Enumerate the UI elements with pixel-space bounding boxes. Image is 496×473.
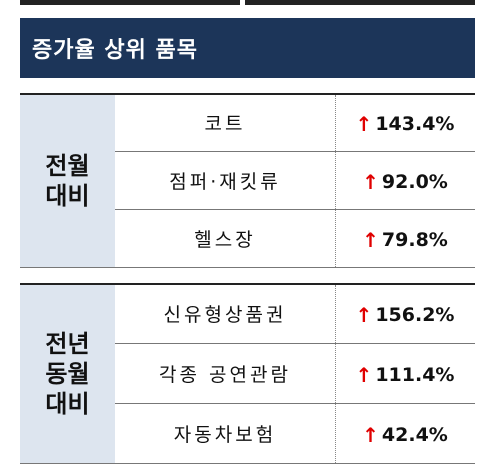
group-label: 전월 대비 xyxy=(20,95,115,267)
rate-text: 156.2% xyxy=(375,304,455,326)
up-arrow: ↑ xyxy=(362,170,379,194)
item-name: 자동차보험 xyxy=(173,423,277,446)
row-rule xyxy=(115,403,475,404)
group-rule xyxy=(20,283,475,285)
growth-rate: ↑ 79.8% xyxy=(335,211,475,269)
up-arrow: ↑ xyxy=(355,363,373,387)
top-rule xyxy=(20,0,240,5)
item-name: 헬스장 xyxy=(194,228,256,251)
growth-rate: ↑ 143.4% xyxy=(335,95,475,153)
group-bottom-rule xyxy=(20,463,475,464)
label-line: 동월 xyxy=(45,360,90,388)
item-name: 점퍼·재킷류 xyxy=(169,170,281,193)
row-rule xyxy=(115,151,475,152)
label-line: 전월 xyxy=(45,152,90,180)
growth-rate: ↑ 156.2% xyxy=(335,285,475,345)
up-arrow: ↑ xyxy=(355,112,373,136)
item-name: 각종 공연관람 xyxy=(159,363,291,386)
growth-rate: ↑ 42.4% xyxy=(335,405,475,465)
rate-text: 42.4% xyxy=(381,424,448,446)
growth-rate: ↑ 92.0% xyxy=(335,153,475,211)
up-arrow: ↑ xyxy=(362,423,379,447)
rate-text: 79.8% xyxy=(381,229,448,251)
column-divider xyxy=(335,285,336,463)
group-label: 전년 동월 대비 xyxy=(20,285,115,463)
group-bottom-rule xyxy=(20,267,475,268)
label-line: 대비 xyxy=(45,390,90,418)
rate-text: 92.0% xyxy=(381,171,448,193)
up-arrow: ↑ xyxy=(355,303,373,327)
rate-text: 111.4% xyxy=(375,364,455,386)
row-rule xyxy=(115,209,475,210)
rate-text: 143.4% xyxy=(375,113,455,135)
item-name: 신유형상품권 xyxy=(163,303,287,326)
row-rule xyxy=(115,343,475,344)
top-rule xyxy=(245,0,475,5)
up-arrow: ↑ xyxy=(362,228,379,252)
section-title: 증가율 상위 품목 xyxy=(20,18,475,78)
item-name: 코트 xyxy=(204,112,246,135)
label-line: 전년 xyxy=(45,330,90,358)
column-divider xyxy=(335,95,336,267)
label-line: 대비 xyxy=(45,182,90,210)
group-rule xyxy=(20,93,475,95)
growth-rate: ↑ 111.4% xyxy=(335,345,475,405)
